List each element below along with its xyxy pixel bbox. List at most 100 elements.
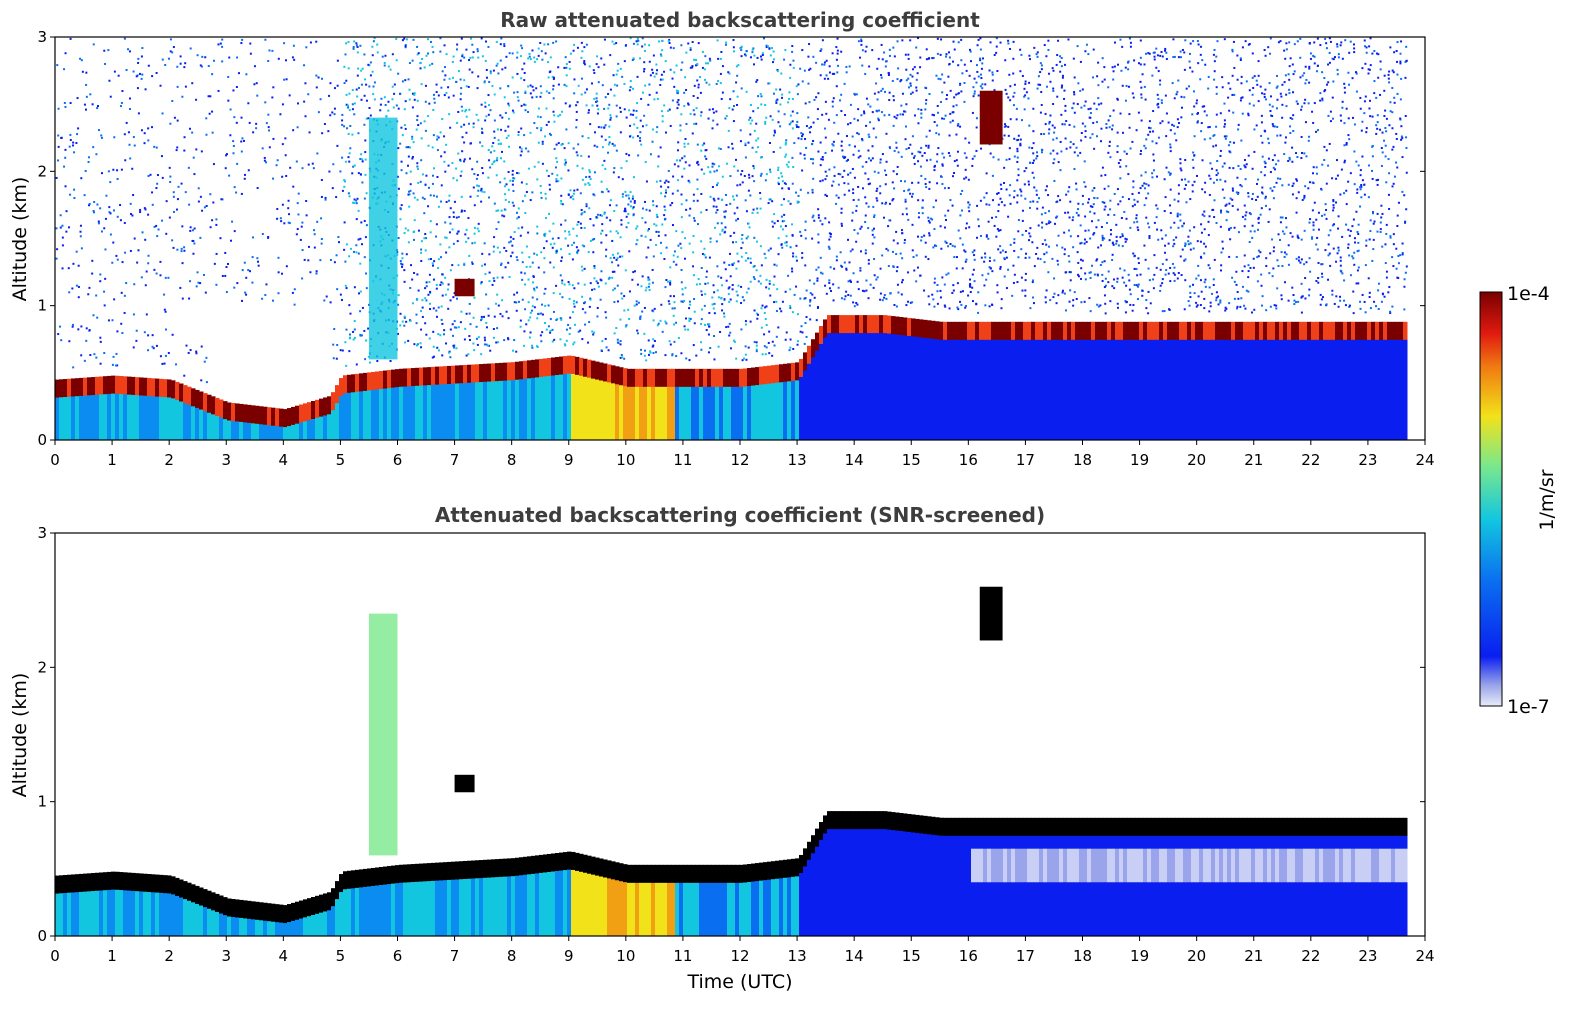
noise-pixel	[533, 289, 536, 292]
noise-pixel	[823, 77, 826, 80]
noise-pixel	[764, 121, 767, 124]
noise-pixel	[736, 217, 739, 220]
noise-pixel	[773, 263, 776, 266]
noise-pixel	[137, 112, 140, 115]
heatmap-cell	[1011, 321, 1016, 340]
noise-pixel	[1088, 271, 1091, 274]
noise-pixel	[353, 164, 356, 167]
noise-pixel	[92, 43, 95, 46]
noise-pixel	[353, 336, 356, 339]
heatmap-column	[675, 372, 680, 440]
noise-pixel	[731, 263, 734, 266]
noise-pixel	[615, 42, 618, 45]
noise-pixel	[632, 271, 635, 274]
noise-pixel	[789, 76, 792, 79]
noise-pixel	[1001, 249, 1004, 252]
noise-pixel	[732, 339, 735, 342]
noise-pixel	[531, 96, 534, 99]
noise-pixel	[341, 113, 344, 116]
noise-pixel	[511, 244, 514, 247]
noise-pixel	[352, 330, 355, 333]
heatmap-cell	[991, 321, 996, 340]
noise-pixel	[1024, 80, 1027, 83]
noise-pixel	[676, 101, 679, 104]
noise-pixel	[657, 40, 660, 43]
noise-pixel	[279, 113, 282, 116]
heatmap-cell	[195, 389, 200, 408]
heatmap-column	[347, 378, 352, 440]
noise-pixel	[724, 193, 727, 196]
noise-pixel	[497, 341, 500, 344]
noise-pixel	[733, 105, 736, 108]
noise-pixel	[411, 59, 414, 62]
noise-pixel	[1039, 258, 1042, 261]
noise-pixel	[429, 220, 432, 223]
noise-pixel	[648, 289, 651, 292]
noise-pixel	[265, 122, 268, 125]
noise-pixel	[364, 139, 367, 142]
noise-pixel	[1065, 193, 1068, 196]
noise-pixel	[189, 127, 192, 130]
noise-pixel	[79, 235, 82, 238]
noise-pixel	[871, 233, 874, 236]
noise-pixel	[552, 222, 555, 225]
noise-pixel	[1049, 80, 1052, 83]
noise-pixel	[977, 75, 980, 78]
noise-pixel	[331, 111, 334, 114]
noise-pixel	[88, 329, 91, 332]
heatmap-cell	[563, 356, 568, 375]
heatmap-column	[595, 365, 600, 440]
noise-pixel	[812, 162, 815, 165]
noise-pixel	[632, 214, 635, 217]
noise-pixel	[243, 173, 246, 176]
noise-pixel	[764, 353, 767, 356]
noise-pixel	[951, 204, 954, 207]
noise-pixel	[784, 141, 787, 144]
noise-pixel	[733, 231, 736, 234]
noise-pixel	[867, 133, 870, 136]
noise-pixel	[357, 209, 360, 212]
noise-pixel	[120, 168, 123, 171]
noise-pixel	[812, 158, 815, 161]
noise-pixel	[729, 275, 732, 278]
noise-pixel	[988, 256, 991, 259]
noise-pixel	[688, 317, 691, 320]
noise-pixel	[471, 43, 474, 46]
noise-pixel	[372, 85, 375, 88]
noise-pixel	[999, 265, 1002, 268]
noise-pixel	[741, 241, 744, 244]
noise-pixel	[583, 227, 586, 230]
noise-pixel	[127, 48, 130, 51]
noise-pixel	[199, 64, 202, 67]
noise-pixel	[503, 215, 506, 218]
noise-pixel	[267, 126, 270, 129]
noise-pixel	[564, 56, 567, 59]
noise-pixel	[492, 69, 495, 72]
noise-pixel	[777, 177, 780, 180]
noise-pixel	[731, 147, 734, 150]
noise-pixel	[447, 283, 450, 286]
noise-pixel	[1075, 211, 1078, 214]
noise-pixel	[1084, 185, 1087, 188]
noise-pixel	[835, 85, 838, 88]
noise-pixel	[696, 79, 699, 82]
noise-pixel	[988, 203, 991, 206]
noise-pixel	[437, 94, 440, 97]
noise-pixel	[752, 276, 755, 279]
noise-pixel	[907, 218, 910, 221]
noise-pixel	[404, 79, 407, 82]
noise-pixel	[919, 56, 922, 59]
noise-pixel	[367, 327, 370, 330]
noise-pixel	[516, 259, 519, 262]
noise-pixel	[1059, 199, 1062, 202]
noise-pixel	[985, 172, 988, 175]
noise-pixel	[543, 43, 546, 46]
heatmap-cell	[251, 405, 256, 424]
noise-pixel	[576, 46, 579, 49]
noise-pixel	[512, 177, 515, 180]
noise-pixel	[348, 350, 351, 353]
heatmap-column	[263, 410, 268, 440]
noise-pixel	[1035, 252, 1038, 255]
noise-pixel	[787, 101, 790, 104]
noise-pixel	[712, 119, 715, 122]
